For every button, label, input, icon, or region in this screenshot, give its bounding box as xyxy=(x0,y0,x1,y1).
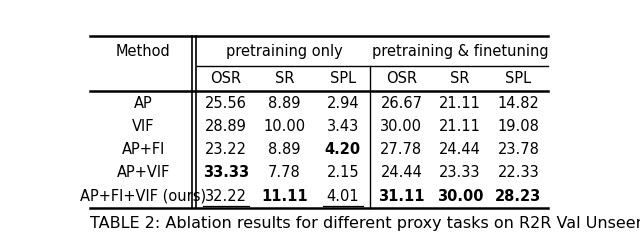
Text: SR: SR xyxy=(450,71,470,86)
Text: 23.78: 23.78 xyxy=(497,142,540,157)
Text: 28.89: 28.89 xyxy=(205,119,247,134)
Text: 8.89: 8.89 xyxy=(268,96,301,111)
Text: 24.44: 24.44 xyxy=(380,165,422,180)
Text: pretraining only: pretraining only xyxy=(226,44,343,59)
Text: 23.33: 23.33 xyxy=(439,165,481,180)
Text: 10.00: 10.00 xyxy=(263,119,305,134)
Text: 27.78: 27.78 xyxy=(380,142,422,157)
Text: Method: Method xyxy=(116,44,171,59)
Text: 30.00: 30.00 xyxy=(380,119,422,134)
Text: SPL: SPL xyxy=(506,71,532,86)
Text: 24.44: 24.44 xyxy=(439,142,481,157)
Text: 14.82: 14.82 xyxy=(497,96,540,111)
Text: 4.01: 4.01 xyxy=(326,189,359,204)
Text: 3.43: 3.43 xyxy=(327,119,359,134)
Text: 30.00: 30.00 xyxy=(436,189,483,204)
Text: 19.08: 19.08 xyxy=(497,119,540,134)
Text: AP+VIF: AP+VIF xyxy=(116,165,170,180)
Text: AP+FI+VIF (ours): AP+FI+VIF (ours) xyxy=(80,189,206,204)
Text: 32.22: 32.22 xyxy=(205,189,247,204)
Text: 7.78: 7.78 xyxy=(268,165,301,180)
Text: 25.56: 25.56 xyxy=(205,96,247,111)
Text: SPL: SPL xyxy=(330,71,356,86)
Text: pretraining & finetuning: pretraining & finetuning xyxy=(372,44,548,59)
Text: 26.67: 26.67 xyxy=(380,96,422,111)
Text: VIF: VIF xyxy=(132,119,154,134)
Text: 21.11: 21.11 xyxy=(439,119,481,134)
Text: 2.94: 2.94 xyxy=(326,96,359,111)
Text: 21.11: 21.11 xyxy=(439,96,481,111)
Text: 23.22: 23.22 xyxy=(205,142,247,157)
Text: AP+FI: AP+FI xyxy=(122,142,165,157)
Text: AP: AP xyxy=(134,96,152,111)
Text: 2.15: 2.15 xyxy=(326,165,359,180)
Text: 11.11: 11.11 xyxy=(261,189,308,204)
Text: OSR: OSR xyxy=(386,71,417,86)
Text: TABLE 2: Ablation results for different proxy tasks on R2R Val Unseen subset.: TABLE 2: Ablation results for different … xyxy=(90,215,640,231)
Text: SR: SR xyxy=(275,71,294,86)
Text: OSR: OSR xyxy=(211,71,241,86)
Text: 22.33: 22.33 xyxy=(497,165,540,180)
Text: 8.89: 8.89 xyxy=(268,142,301,157)
Text: 4.20: 4.20 xyxy=(325,142,361,157)
Text: 28.23: 28.23 xyxy=(495,189,541,204)
Text: 33.33: 33.33 xyxy=(203,165,249,180)
Text: 31.11: 31.11 xyxy=(378,189,425,204)
